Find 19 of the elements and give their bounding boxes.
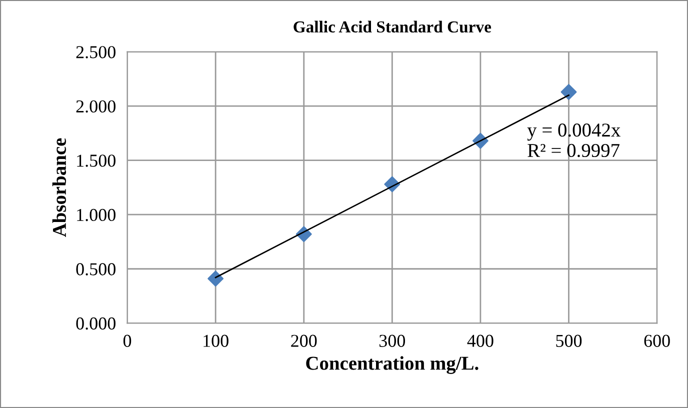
chart-title: Gallic Acid Standard Curve bbox=[294, 20, 492, 33]
x-tick-label: 100 bbox=[204, 334, 228, 347]
y-tick-label: 2.500 bbox=[76, 46, 116, 58]
x-tick-label: 200 bbox=[291, 334, 317, 347]
x-tick-label: 500 bbox=[556, 334, 582, 347]
x-tick-label: 400 bbox=[467, 334, 494, 347]
y-axis-title: Absorbance bbox=[52, 138, 66, 237]
y-tick-label: 1.000 bbox=[77, 208, 116, 222]
y-tick-label: 2.000 bbox=[76, 100, 116, 113]
y-tick-label: 0.000 bbox=[76, 317, 116, 330]
x-tick-label: 300 bbox=[379, 334, 406, 347]
y-tick-label: 1.500 bbox=[77, 154, 116, 167]
x-axis-title: Concentration mg/L. bbox=[306, 356, 478, 374]
x-tick-label: 0 bbox=[123, 334, 132, 347]
point bbox=[208, 270, 224, 287]
point bbox=[560, 84, 577, 100]
x-tick-label: 600 bbox=[644, 334, 670, 347]
y-tick-label: 0.500 bbox=[76, 263, 116, 276]
annotation: y = 0.0042x R² = 0.9997 bbox=[527, 124, 620, 158]
